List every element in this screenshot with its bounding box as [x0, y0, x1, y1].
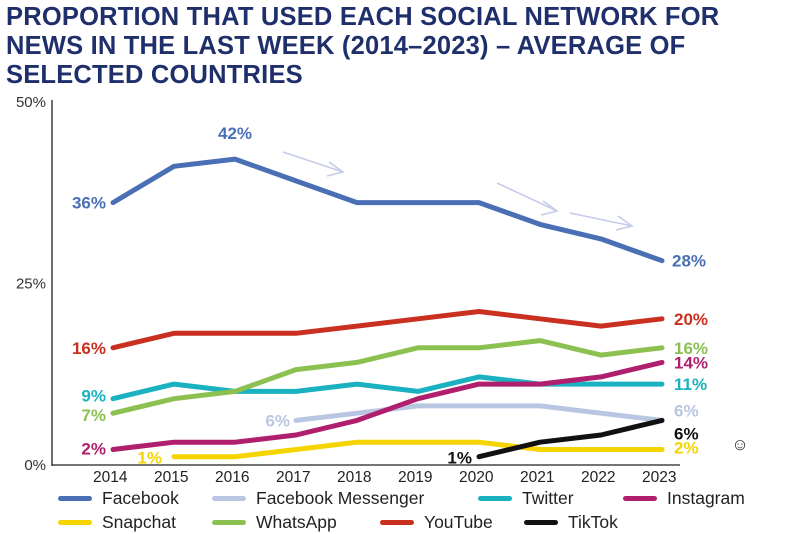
title-line-2: NEWS IN THE LAST WEEK (2014–2023) – AVER… [6, 32, 686, 60]
messenger-icon-glyph: ϟ [735, 402, 745, 423]
legend-swatch-facebook [58, 495, 92, 501]
instagram-icon: ◎ [758, 338, 786, 366]
legend-label-tiktok: TikTok [568, 511, 618, 532]
legend-item-twitter: Twitter [478, 487, 574, 509]
data-label-youtube: 20% [674, 310, 708, 329]
legend-label-youtube: YouTube [424, 511, 493, 532]
whatsapp-icon: ✆ [726, 329, 754, 357]
legend-item-whatsapp: WhatsApp [212, 511, 337, 533]
legend-swatch-youtube [380, 519, 414, 525]
y-tick-label: 0% [24, 457, 46, 474]
data-label-snapchat: 1% [137, 449, 162, 468]
legend-label-twitter: Twitter [522, 487, 574, 508]
legend-label-facebook-messenger: Facebook Messenger [256, 487, 425, 508]
x-tick-label: 2017 [276, 469, 310, 486]
legend-item-tiktok: TikTok [524, 511, 618, 533]
x-tick-label: 2021 [520, 469, 554, 486]
data-label-instagram: 2% [81, 439, 106, 458]
data-label-twitter: 9% [81, 387, 106, 406]
legend-item-youtube: YouTube [380, 511, 493, 533]
legend-label-whatsapp: WhatsApp [256, 511, 337, 532]
legend-item-facebook-messenger: Facebook Messenger [212, 487, 424, 509]
data-label-facebook: 28% [672, 252, 706, 271]
legend-label-instagram: Instagram [667, 487, 745, 508]
x-tick-label: 2020 [459, 469, 494, 486]
legend-label-snapchat: Snapchat [102, 511, 176, 532]
legend-item-facebook: Facebook [58, 487, 179, 509]
y-tick-label: 50% [16, 94, 46, 111]
trend-arrow-icon [282, 151, 345, 177]
data-label-facebook: 42% [218, 124, 252, 143]
data-label-instagram: 14% [674, 353, 708, 372]
x-tick-label: 2023 [642, 469, 676, 486]
tiktok-icon: ♪ [758, 399, 786, 427]
data-label-snapchat: 2% [674, 438, 699, 457]
data-label-twitter: 11% [674, 375, 707, 394]
twitter-icon-glyph: ✦ [733, 371, 747, 388]
trend-arrow-icon [496, 182, 559, 216]
trend-arrow-icon [569, 212, 634, 231]
series-line-instagram [110, 359, 665, 452]
twitter-icon: ✦ [726, 365, 754, 393]
instagram-icon-glyph: ◎ [764, 341, 780, 362]
data-label-whatsapp: 16% [674, 339, 708, 358]
legend-item-instagram: Instagram [623, 487, 745, 509]
series-line-tiktok [476, 417, 665, 460]
messenger-icon: ϟ [726, 399, 754, 427]
legend-swatch-instagram [623, 495, 657, 501]
series-line-facebook [110, 156, 665, 264]
x-tick-label: 2015 [154, 469, 188, 486]
legend-item-snapchat: Snapchat [58, 511, 176, 533]
legend-swatch-twitter [478, 495, 512, 501]
youtube-icon: ▶ [726, 298, 756, 320]
x-tick-label: 2019 [398, 469, 432, 486]
snapchat-icon: ☺ [726, 431, 754, 459]
legend-swatch-tiktok [524, 519, 558, 525]
data-label-facebook-messenger: 6% [674, 401, 699, 420]
facebook-icon-glyph: f [736, 242, 744, 265]
data-label-facebook: 36% [72, 194, 106, 213]
series-line-youtube [110, 309, 665, 351]
series-line-whatsapp [110, 338, 665, 416]
x-tick-label: 2018 [337, 469, 371, 486]
legend-swatch-whatsapp [212, 519, 246, 525]
x-tick-label: 2022 [581, 469, 615, 486]
series-line-twitter [110, 374, 665, 402]
series-line-facebook-messenger [293, 403, 665, 423]
x-tick-label: 2016 [215, 469, 249, 486]
chart-title: PROPORTION THAT USED EACH SOCIAL NETWORK… [6, 3, 766, 90]
snapchat-icon-glyph: ☺ [731, 435, 749, 454]
legend-swatch-snapchat [58, 519, 92, 525]
data-label-whatsapp: 7% [81, 406, 106, 425]
tiktok-icon-glyph: ♪ [768, 404, 776, 421]
legend-label-facebook: Facebook [102, 487, 179, 508]
youtube-icon-glyph: ▶ [736, 302, 746, 316]
data-label-youtube: 16% [72, 339, 106, 358]
data-label-tiktok: 1% [447, 449, 472, 468]
whatsapp-icon-glyph: ✆ [733, 335, 747, 352]
series-line-snapchat [171, 439, 665, 460]
title-line-3: SELECTED COUNTRIES [6, 61, 303, 89]
data-label-facebook-messenger: 6% [265, 411, 290, 430]
data-label-tiktok: 6% [674, 424, 699, 443]
x-tick-label: 2014 [93, 469, 128, 486]
title-line-1: PROPORTION THAT USED EACH SOCIAL NETWORK… [6, 3, 720, 31]
y-tick-label: 25% [16, 276, 46, 293]
legend-swatch-facebook-messenger [212, 495, 246, 501]
facebook-icon: f [726, 240, 754, 268]
